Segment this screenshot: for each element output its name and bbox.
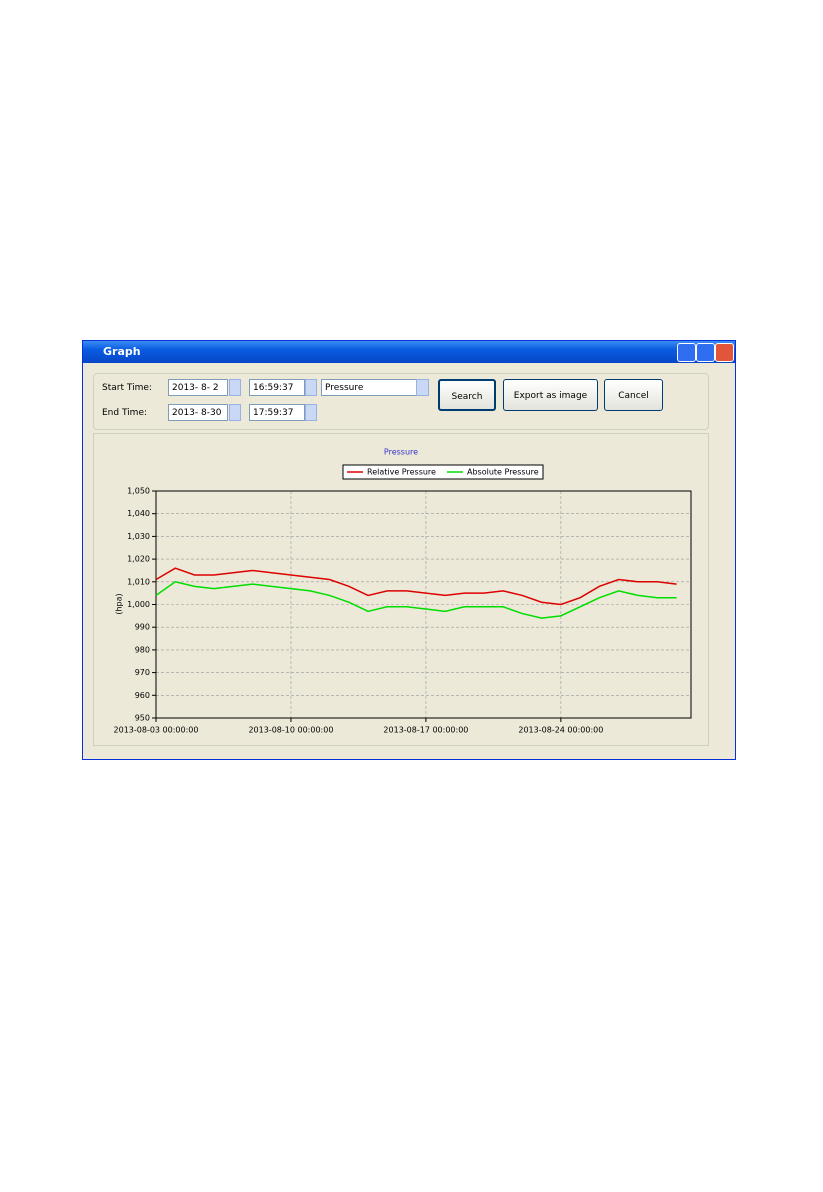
y-axis-label: (hpa) — [115, 593, 124, 614]
end-time[interactable]: 17:59:37 — [249, 404, 305, 421]
y-tick-label: 1,020 — [127, 555, 150, 564]
plot-border — [155, 490, 692, 719]
series-line — [155, 580, 677, 619]
start-label: Start Time: — [102, 383, 152, 393]
y-tick-label: 1,050 — [127, 487, 150, 496]
y-tick-label: 1,030 — [127, 532, 150, 541]
spinner[interactable] — [229, 379, 241, 396]
legend-label: Relative Pressure — [367, 468, 436, 477]
y-tick-label: 990 — [135, 623, 150, 632]
x-tick-label: 2013-08-03 00:00:00 — [114, 726, 199, 735]
spinner[interactable] — [229, 404, 241, 421]
start-time[interactable]: 16:59:37 — [249, 379, 305, 396]
y-tick-label: 970 — [135, 668, 150, 677]
search-button[interactable]: Search — [438, 379, 496, 411]
type-dropdown[interactable]: Pressure — [321, 379, 429, 396]
x-tick-label: 2013-08-10 00:00:00 — [248, 726, 333, 735]
spinner[interactable] — [305, 379, 317, 396]
x-tick-label: 2013-08-24 00:00:00 — [518, 726, 603, 735]
legend-box — [342, 464, 544, 480]
spinner[interactable] — [305, 404, 317, 421]
y-tick-label: 1,040 — [127, 509, 150, 518]
chart: Pressure (hpa) 950 960 970 980 990 1,000 1,010… — [93, 433, 709, 746]
dropdown-arrow[interactable] — [416, 379, 429, 396]
control-group — [93, 373, 709, 430]
export-button[interactable]: Export as image — [503, 379, 598, 411]
y-tick-label: 980 — [135, 645, 150, 654]
close-button[interactable] — [715, 343, 734, 362]
legend-label: Absolute Pressure — [467, 468, 539, 477]
chart-title: Pressure — [384, 448, 418, 457]
minimize-button[interactable] — [677, 343, 696, 362]
cancel-button[interactable]: Cancel — [604, 379, 663, 411]
x-tick-label: 2013-08-17 00:00:00 — [383, 726, 468, 735]
y-tick-label: 960 — [135, 691, 150, 700]
series-line — [155, 567, 677, 606]
title-bar: Graph — [83, 341, 735, 363]
window: Graph Start Time: End Time: 2013- 8- 2 1… — [82, 340, 736, 760]
end-date[interactable]: 2013- 8-30 — [168, 404, 228, 421]
start-date[interactable]: 2013- 8- 2 — [168, 379, 228, 396]
y-tick-label: 1,000 — [127, 600, 150, 609]
y-tick-label: 950 — [135, 714, 150, 723]
end-label: End Time: — [102, 408, 148, 418]
y-tick-label: 1,010 — [127, 577, 150, 586]
maximize-button[interactable] — [696, 343, 715, 362]
